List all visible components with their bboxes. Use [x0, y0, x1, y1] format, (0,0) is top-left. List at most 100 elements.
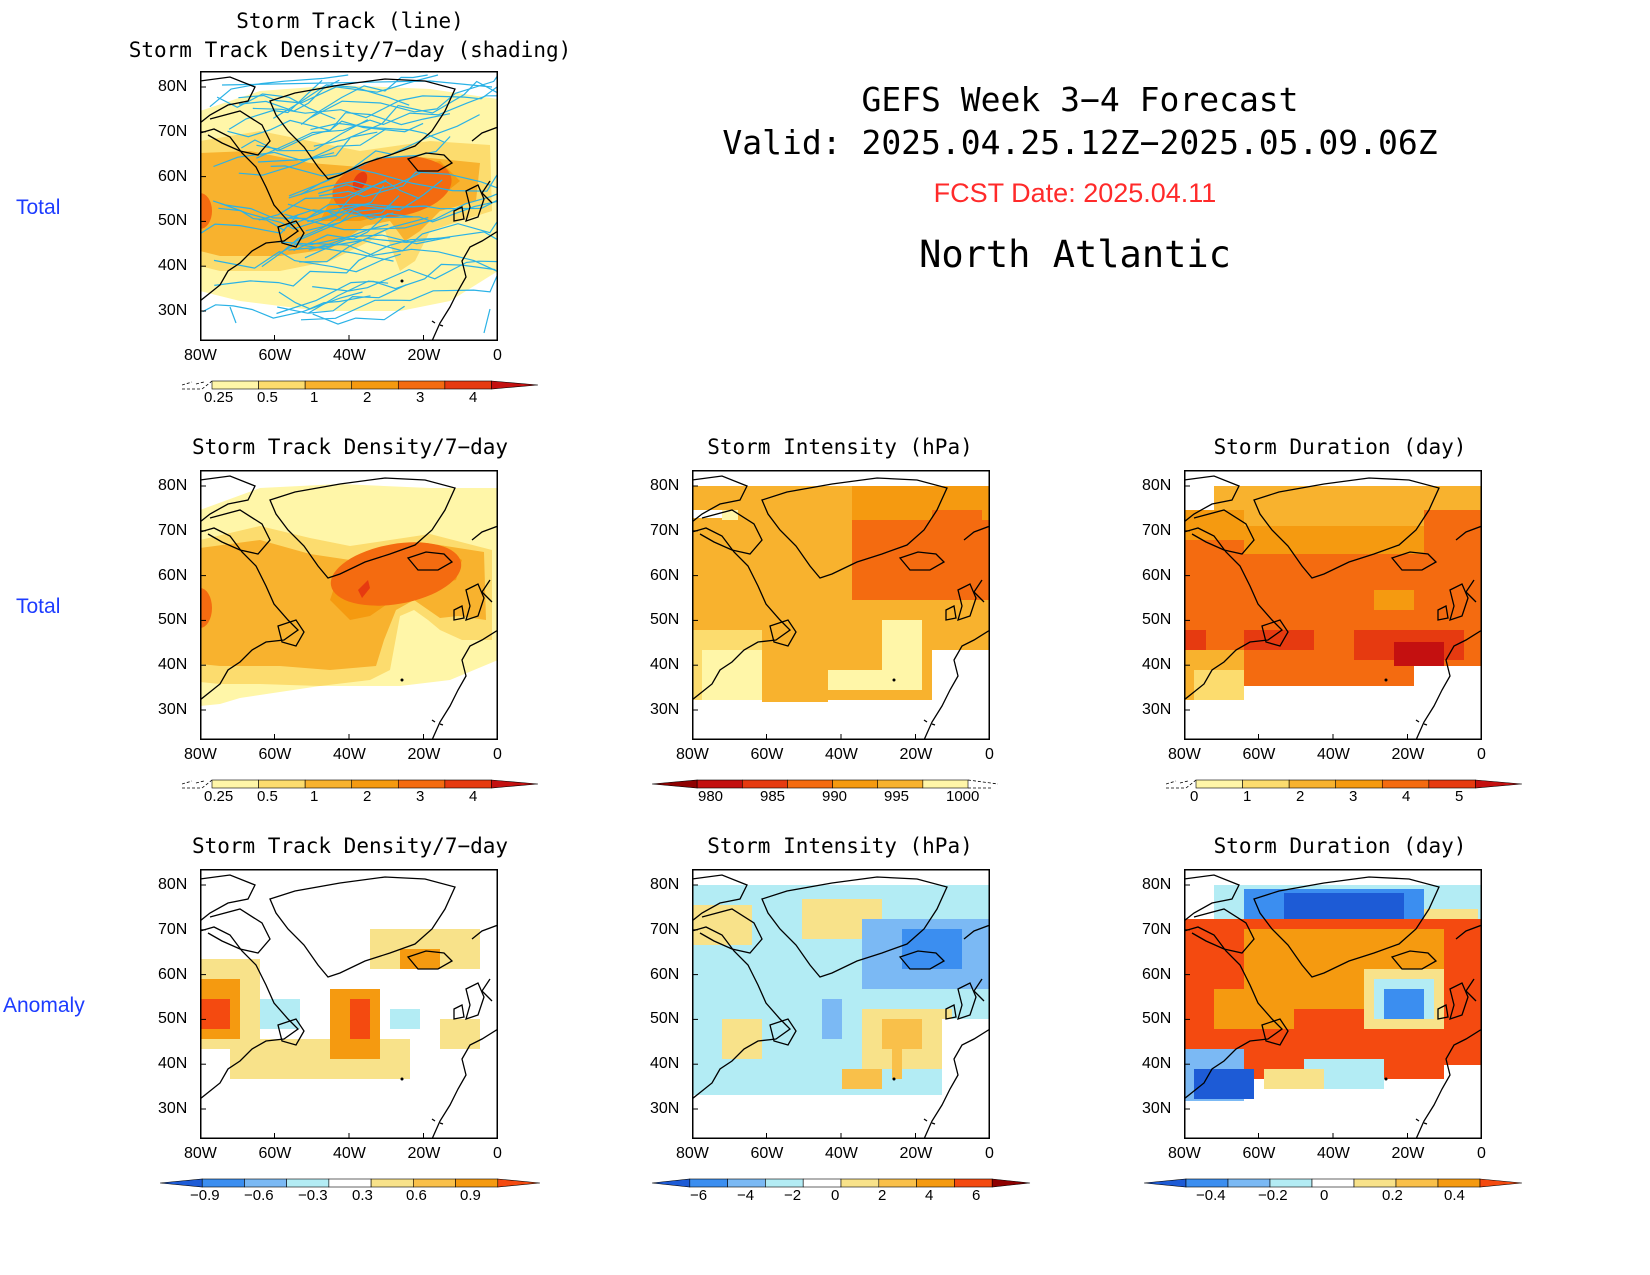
colorbar-swatch	[922, 779, 969, 789]
lon-tick-label: 80W	[1168, 1145, 1201, 1162]
newfoundland-coast	[1261, 1018, 1289, 1046]
colorbar-swatch	[1395, 1178, 1439, 1188]
row-label-total-1: Total	[16, 196, 61, 219]
colorbar-label: −0.3	[298, 1187, 328, 1204]
lat-tick-label: 40N	[1142, 656, 1172, 674]
colorbar-swatch	[916, 1178, 955, 1188]
baffin-island-coast	[207, 110, 271, 156]
lon-tick-label: 40W	[333, 347, 366, 364]
storm-track-line	[214, 237, 450, 287]
colorbar-swatch	[954, 1178, 993, 1188]
lat-tick-label: 70N	[158, 920, 188, 938]
lat-tick-label: 80N	[158, 477, 188, 494]
canary-islands	[431, 1118, 444, 1125]
anom-0.9	[200, 999, 230, 1029]
colorbar-swatch	[258, 380, 306, 390]
colorbar-label: 0	[1190, 788, 1199, 805]
colorbar-label: 1000	[946, 788, 980, 805]
lat-tick-label: 50N	[158, 1010, 188, 1028]
iberia-africa-coast	[431, 1028, 499, 1140]
storm-track-line	[261, 208, 394, 268]
lon-tick-label: 20W	[899, 1145, 933, 1162]
lon-tick-label: 0	[493, 347, 502, 364]
colorbar-label: −0.2	[1258, 1187, 1288, 1204]
anom-0.9	[350, 999, 370, 1039]
storm-track-line	[213, 250, 401, 273]
lon-tick-label: 20W	[407, 347, 441, 364]
storm-track-line	[218, 207, 286, 232]
canary-islands	[1415, 719, 1428, 726]
colorbar-swatch	[370, 1178, 414, 1188]
storm-track-line	[304, 205, 499, 259]
baffin-island-coast	[699, 908, 763, 954]
lat-tick-label: 80N	[650, 477, 680, 494]
duration-2	[1244, 526, 1424, 554]
lat-tick-label: 40N	[158, 1055, 188, 1073]
storm-track-line	[257, 131, 378, 163]
colorbar-swatch	[1288, 779, 1337, 789]
anom-neg-0.3	[390, 1009, 420, 1029]
north-america-coast	[199, 475, 300, 701]
storm-track-line	[256, 112, 451, 151]
lat-tick-label: 60N	[650, 566, 680, 584]
row-label-anomaly: Anomaly	[3, 994, 85, 1017]
colorbar-swatch	[1381, 779, 1430, 789]
colorbar-swatch	[244, 1178, 287, 1188]
lat-tick-label: 60N	[158, 965, 188, 983]
azores-island	[1384, 678, 1388, 682]
lat-tick-label: 70N	[1142, 920, 1172, 938]
colorbar-swatch	[877, 779, 924, 789]
azores-island	[892, 1077, 896, 1081]
anom-neg-6	[902, 929, 962, 969]
iberia-africa-coast	[923, 629, 991, 741]
colorbar-label: 0.5	[257, 389, 278, 406]
azores-island	[400, 1077, 404, 1081]
colorbar-swatch	[802, 1178, 842, 1188]
colorbar-swatch	[444, 779, 492, 789]
iceland-coast	[406, 152, 454, 172]
lon-tick-label: 40W	[825, 746, 858, 763]
lat-tick-label: 30N	[158, 1100, 188, 1117]
colorbar-dashed-end	[1165, 779, 1197, 789]
colorbar-label: 0.25	[204, 788, 234, 805]
colorbar-swatch	[413, 1178, 456, 1188]
newfoundland-coast	[769, 1018, 797, 1046]
colorbar-label: 2	[363, 389, 372, 406]
anom-neg-0.4	[1284, 893, 1404, 923]
anom-4	[892, 1039, 902, 1079]
colorbar-swatch	[1353, 1178, 1397, 1188]
storm-track-line	[284, 213, 389, 231]
panel1-title-line: Storm Track (line)	[236, 9, 464, 33]
colorbar-label: 985	[760, 788, 786, 805]
colorbar-label: 2	[363, 788, 372, 805]
newfoundland-coast	[277, 619, 305, 647]
panel5-title: Storm Track Density/7−day	[191, 834, 509, 858]
storm-track-line	[313, 74, 499, 147]
lon-tick-label: 0	[493, 746, 502, 763]
storm-track-line	[270, 136, 451, 177]
colorbar-swatch	[696, 779, 743, 789]
colorbar-label: 6	[972, 1187, 981, 1204]
storm-track-line	[276, 234, 451, 246]
baffin-island-coast	[207, 509, 271, 555]
forecast-title: GEFS Week 3−4 Forecast	[861, 80, 1299, 119]
colorbar-label: 0.4	[1444, 1187, 1465, 1204]
colorbar-swatch	[878, 1178, 917, 1188]
lat-tick-label: 50N	[158, 611, 188, 629]
lon-tick-label: 0	[1477, 1145, 1486, 1162]
colorbar-swatch	[1311, 1178, 1355, 1188]
colorbar-swatch	[1227, 1178, 1271, 1188]
storm-track-line	[220, 179, 387, 230]
colorbar-intensity-anomaly	[651, 1178, 1031, 1188]
azores-island	[400, 678, 404, 682]
greenland-coast	[269, 78, 456, 180]
colorbar-swatch	[211, 380, 259, 390]
storm-track-line	[288, 217, 429, 251]
newfoundland-coast	[769, 619, 797, 647]
colorbar-label: 1	[1243, 788, 1252, 805]
lat-tick-label: 80N	[158, 876, 188, 893]
anom-0.2	[1264, 1069, 1324, 1089]
storm-track-line	[309, 74, 499, 119]
panel3-title: Storm Intensity (hPa)	[707, 435, 973, 459]
colorbar-label: 0.2	[1382, 1187, 1403, 1204]
